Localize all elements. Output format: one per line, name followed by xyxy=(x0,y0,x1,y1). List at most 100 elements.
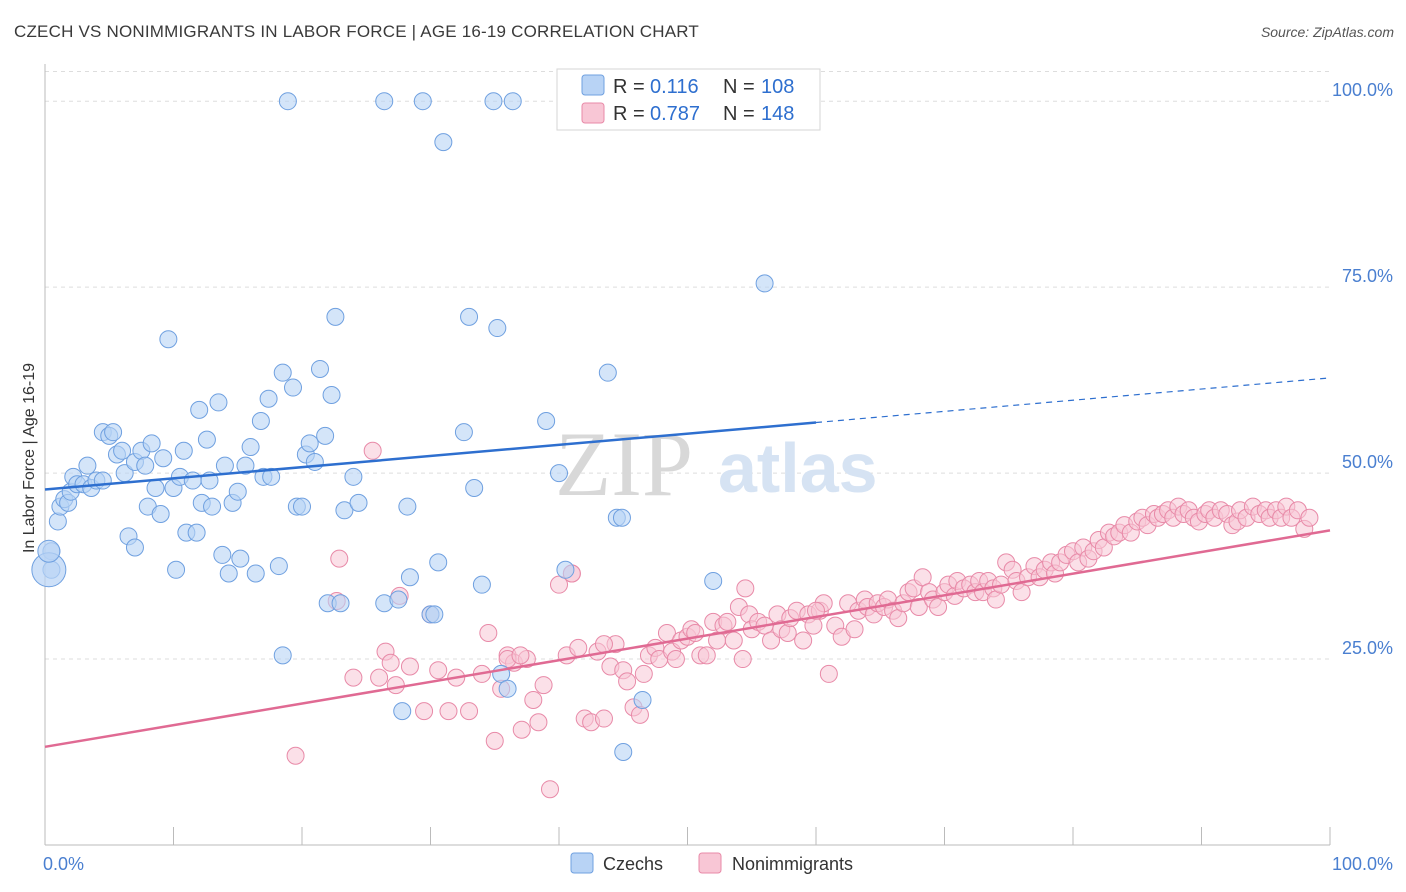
watermark-zip: ZIP xyxy=(555,413,693,515)
nonimmigrants-point xyxy=(479,624,498,643)
czechs-point xyxy=(231,549,250,568)
nonimmigrants-point xyxy=(1012,583,1031,602)
nonimmigrants-point xyxy=(618,672,637,691)
czechs-point xyxy=(104,423,123,442)
czechs-point xyxy=(209,393,228,412)
czechs-point xyxy=(612,508,631,527)
legend-nonimmigrants-n-value: 148 xyxy=(761,103,794,125)
x-tick-label: 100.0% xyxy=(1332,854,1393,874)
nonimmigrants-point xyxy=(550,575,568,594)
y-tick-label: 25.0% xyxy=(1342,638,1393,658)
czechs-point xyxy=(93,471,112,490)
y-tick-label: 75.0% xyxy=(1342,266,1393,286)
czechs-point xyxy=(598,363,617,382)
czechs-point xyxy=(154,449,173,468)
czechs-point xyxy=(498,679,517,698)
czechs-point xyxy=(344,467,363,486)
czechs-point xyxy=(125,538,144,557)
czechs-point xyxy=(503,92,522,111)
czechs-point xyxy=(300,434,319,453)
czechs-point xyxy=(187,523,206,542)
czechs-point xyxy=(335,501,354,520)
czechs-point xyxy=(159,330,178,349)
czechs-point xyxy=(259,389,278,408)
czechs-point xyxy=(293,497,311,516)
nonimmigrants-point xyxy=(929,597,948,616)
series-legend-czechs-label: Czechs xyxy=(603,854,663,874)
nonimmigrants-point xyxy=(381,653,400,672)
czechs-point xyxy=(78,456,97,475)
czechs-point xyxy=(484,92,503,111)
watermark-atlas: atlas xyxy=(718,429,878,507)
czechs-point xyxy=(241,438,260,457)
trend-lines xyxy=(44,377,1331,749)
czechs-point xyxy=(215,456,234,475)
nonimmigrants-point xyxy=(630,705,649,724)
grid-lines xyxy=(45,70,1330,660)
czechs-point xyxy=(197,430,216,449)
czechs-point xyxy=(550,464,568,483)
czechs-point xyxy=(633,690,652,709)
czechs-point xyxy=(400,568,419,587)
czechs-point xyxy=(142,434,161,453)
czechs-point xyxy=(273,363,292,382)
nonimmigrants-point xyxy=(594,635,613,654)
x-tick-label: 0.0% xyxy=(43,854,84,874)
nonimmigrants-point xyxy=(762,631,781,650)
nonimmigrants-point xyxy=(344,668,363,687)
nonimmigrants-point xyxy=(330,549,349,568)
czechs-point xyxy=(190,400,209,419)
nonimmigrants-point xyxy=(286,746,305,765)
czechs-point xyxy=(488,319,507,338)
nonimmigrants-point xyxy=(529,713,548,732)
nonimmigrants-point xyxy=(400,657,419,676)
y-tick-label: 50.0% xyxy=(1342,452,1393,472)
series-legend-nonimmigrants-swatch xyxy=(698,852,722,874)
nonimmigrants-point xyxy=(363,441,382,460)
watermark: ZIP atlas xyxy=(555,413,878,515)
czechs-point xyxy=(537,412,556,431)
czechs-point xyxy=(113,441,132,460)
stats-legend: R = 0.116 N = 108 R = 0.787 N = 148 xyxy=(556,68,821,131)
nonimmigrants-point xyxy=(1300,508,1319,527)
nonimmigrants-point xyxy=(819,664,838,683)
czechs-point xyxy=(136,456,155,475)
nonimmigrants-trend-line xyxy=(44,529,1331,749)
nonimmigrants-point xyxy=(724,631,743,650)
chart-title: CZECH VS NONIMMIGRANTS IN LABOR FORCE | … xyxy=(14,22,700,41)
czechs-point xyxy=(413,92,432,111)
czechs-point xyxy=(151,505,170,524)
nonimmigrants-point xyxy=(634,664,653,683)
nonimmigrants-point xyxy=(794,631,813,650)
czechs-point xyxy=(213,545,232,564)
czechs-point xyxy=(167,560,186,579)
chart-source: Source: ZipAtlas.com xyxy=(1260,24,1394,40)
czechs-point xyxy=(236,456,255,475)
legend-nonimmigrants-r-label: R = xyxy=(613,103,645,125)
czechs-point xyxy=(284,378,303,397)
legend-nonimmigrants-r-value: 0.787 xyxy=(650,103,700,125)
czechs-point xyxy=(174,441,193,460)
nonimmigrants-point xyxy=(511,646,530,665)
czechs-point xyxy=(322,385,341,404)
legend-czechs-r-value: 0.116 xyxy=(650,76,699,98)
czechs-point xyxy=(203,497,222,516)
nonimmigrants-point xyxy=(460,702,479,721)
y-tick-label: 100.0% xyxy=(1332,80,1393,100)
axes xyxy=(44,64,1331,846)
nonimmigrants-point xyxy=(736,579,755,598)
czechs-point xyxy=(375,92,394,111)
nonimmigrants-point xyxy=(845,620,864,639)
nonimmigrants-point xyxy=(386,676,405,695)
nonimmigrants-point xyxy=(541,780,560,799)
czechs-point xyxy=(228,482,247,501)
legend-czechs-n-label: N = xyxy=(723,76,755,98)
nonimmigrants-point xyxy=(778,624,797,643)
x-tick-labels: 0.0% 100.0% xyxy=(43,854,1393,874)
legend-czechs-n-value: 108 xyxy=(761,76,794,98)
czechs-point xyxy=(48,512,67,531)
series-legend-nonimmigrants-label: Nonimmigrants xyxy=(732,854,853,874)
nonimmigrants-point xyxy=(697,646,716,665)
czechs-point xyxy=(305,452,324,471)
